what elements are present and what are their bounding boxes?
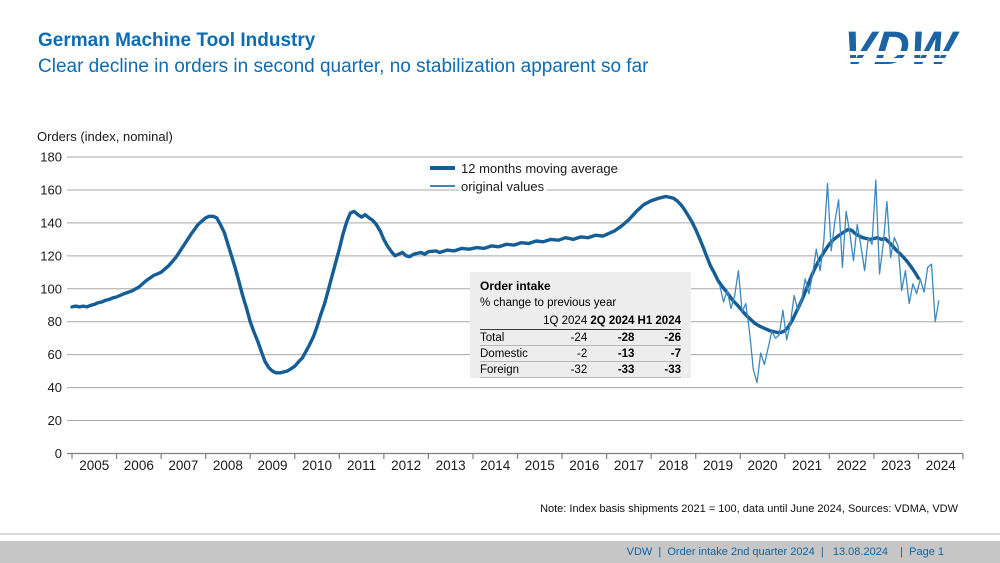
legend-item-moving-average: 12 months moving average [430, 159, 620, 177]
table-row-domestic: Domestic -2 -13 -7 [480, 345, 681, 362]
x-tick-label: 2013 [436, 458, 466, 473]
x-tick-label: 2017 [614, 458, 644, 473]
source-note: Note: Index basis shipments 2021 = 100, … [540, 503, 958, 515]
legend-item-original-values: original values [430, 177, 620, 195]
x-tick-label: 2012 [391, 458, 421, 473]
y-tick-label: 60 [48, 347, 62, 362]
table-header-empty [480, 313, 540, 330]
row-label: Domestic [480, 345, 540, 362]
table-header-h12024: H1 2024 [634, 313, 681, 330]
x-tick-label: 2006 [124, 458, 154, 473]
cell-foreign-1q: -32 [540, 361, 588, 378]
x-tick-label: 2022 [837, 458, 867, 473]
y-tick-label: 120 [40, 248, 62, 263]
logo-stripe-icon [839, 58, 971, 62]
x-tick-label: 2009 [257, 458, 287, 473]
logo-stripe-icon [839, 65, 971, 69]
table-row-total: Total -24 -28 -26 [480, 329, 681, 346]
chart-legend: 12 months moving average original values [430, 159, 620, 195]
cell-foreign-2q: -33 [587, 361, 635, 378]
vdw-logo: VDW [839, 21, 971, 74]
y-tick-label: 20 [48, 413, 62, 428]
header: German Machine Tool Industry Clear decli… [38, 28, 648, 80]
cell-total-2q: -28 [587, 329, 635, 346]
table-header-1q2024: 1Q 2024 [540, 313, 588, 330]
y-tick-label: 100 [40, 281, 62, 296]
table-header-row: 1Q 2024 2Q 2024 H1 2024 [480, 313, 681, 330]
x-tick-label: 2005 [79, 458, 109, 473]
table-header-2q2024: 2Q 2024 [587, 313, 635, 330]
x-tick-label: 2024 [926, 458, 957, 473]
page-title: German Machine Tool Industry [38, 30, 316, 51]
x-tick-label: 2020 [748, 458, 778, 473]
cell-domestic-1q: -2 [540, 345, 588, 362]
row-label: Total [480, 329, 540, 346]
y-tick-label: 0 [55, 446, 62, 461]
cell-domestic-2q: -13 [587, 345, 635, 362]
y-tick-label: 40 [48, 380, 62, 395]
x-tick-label: 2008 [213, 458, 243, 473]
x-tick-label: 2011 [347, 458, 376, 473]
footer-divider [0, 533, 1000, 535]
y-tick-label: 160 [40, 182, 62, 197]
x-tick-label: 2021 [792, 458, 822, 473]
x-tick-label: 2016 [569, 458, 599, 473]
footer-text: VDW | Order intake 2nd quarter 2024 | 13… [626, 546, 944, 558]
legend-swatch-thin-line-icon [430, 185, 455, 187]
original-values-line [719, 179, 940, 384]
legend-label: 12 months moving average [459, 160, 620, 176]
x-tick-label: 2007 [168, 458, 198, 473]
y-tick-label: 140 [40, 215, 62, 230]
cell-total-1q: -24 [540, 329, 588, 346]
logo-stripe-icon [839, 51, 971, 55]
x-tick-label: 2014 [480, 458, 511, 473]
order-intake-table: Order intake % change to previous year 1… [470, 272, 691, 378]
cell-total-h1: -26 [634, 329, 681, 346]
x-tick-label: 2015 [525, 458, 555, 473]
table-subtitle: % change to previous year [480, 297, 617, 309]
cell-domestic-h1: -7 [634, 345, 681, 362]
x-tick-label: 2019 [703, 458, 733, 473]
cell-foreign-h1: -33 [634, 361, 681, 378]
table-row-foreign: Foreign -32 -33 -33 [480, 361, 681, 378]
x-tick-label: 2023 [881, 458, 911, 473]
table-title: Order intake [480, 279, 551, 293]
y-tick-label: 80 [48, 314, 62, 329]
moving-average-line [70, 194, 921, 375]
y-tick-label: 180 [40, 150, 62, 165]
legend-swatch-thick-line-icon [430, 166, 455, 170]
x-tick-label: 2018 [658, 458, 688, 473]
x-tick-label: 2010 [302, 458, 332, 473]
row-label: Foreign [480, 361, 540, 378]
legend-label: original values [459, 178, 547, 194]
y-axis-title: Orders (index, nominal) [37, 129, 173, 144]
page-subtitle: Clear decline in orders in second quarte… [38, 56, 649, 77]
footer-bar: VDW | Order intake 2nd quarter 2024 | 13… [0, 541, 1000, 563]
